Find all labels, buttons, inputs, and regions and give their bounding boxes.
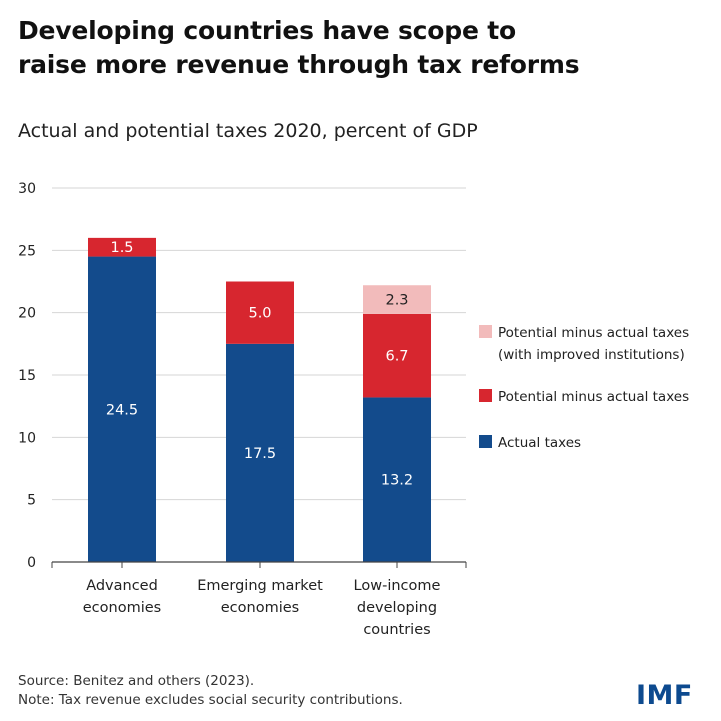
- axes: 0 5 10 15 20 25 30 Advanced economies Emerging ma…: [18, 181, 467, 638]
- y-tick-label: 20: [18, 306, 36, 322]
- bar-segment: [226, 281, 294, 344]
- bar-segment: [88, 256, 156, 562]
- bars: [88, 237, 431, 562]
- data-label: 1.5: [110, 240, 133, 256]
- data-label: 6.7: [385, 349, 408, 365]
- legend-swatch: [479, 325, 492, 338]
- data-label: 24.5: [106, 402, 138, 418]
- y-tick-label: 25: [18, 243, 36, 259]
- stacked-bar-chart: 24.5 1.5 17.5 5.0 13.2 6.7 2.3 0 5 10 15 20 25 30 Adv…: [18, 181, 689, 638]
- imf-logo: IMF: [636, 680, 693, 711]
- x-category-label: Emerging market: [197, 578, 323, 594]
- legend-swatch: [479, 435, 492, 448]
- chart-title-line-2: raise more revenue through tax reforms: [18, 50, 580, 79]
- legend-swatch: [479, 389, 492, 402]
- legend-label: Potential minus actual taxes: [498, 325, 689, 341]
- y-tick-label: 0: [27, 555, 36, 571]
- x-category-label: economies: [83, 600, 161, 616]
- bar-segment: [363, 397, 431, 562]
- data-labels: 24.5 1.5 17.5 5.0 13.2 6.7 2.3: [106, 240, 413, 489]
- x-category-label: Advanced: [86, 578, 158, 594]
- data-label: 5.0: [248, 306, 271, 322]
- chart-title: Developing countries have scope to raise…: [18, 14, 698, 82]
- bar-segment: [363, 313, 431, 398]
- legend-label: Potential minus actual taxes: [498, 389, 689, 405]
- bar-segment: [226, 343, 294, 562]
- chart-subtitle: Actual and potential taxes 2020, percent…: [18, 120, 478, 142]
- y-tick-label: 30: [18, 181, 36, 197]
- x-category-label: Low-income: [354, 578, 441, 594]
- legend-label: Actual taxes: [498, 435, 581, 451]
- data-label: 17.5: [244, 446, 276, 462]
- legend-label: (with improved institutions): [498, 347, 685, 363]
- source-note: Source: Benitez and others (2023). Note:…: [18, 672, 403, 710]
- y-tick-label: 10: [18, 430, 36, 446]
- source-text: Source: Benitez and others (2023).: [18, 673, 255, 689]
- x-category-label: economies: [221, 600, 299, 616]
- y-tick-label: 15: [18, 368, 36, 384]
- bar-segment: [88, 237, 156, 257]
- bar-segment: [363, 285, 431, 314]
- note-text: Note: Tax revenue excludes social securi…: [18, 692, 403, 708]
- data-label: 13.2: [381, 473, 413, 489]
- x-category-label: developing: [357, 600, 437, 616]
- chart-title-line-1: Developing countries have scope to: [18, 16, 516, 45]
- data-label: 2.3: [385, 293, 408, 309]
- legend: Potential minus actual taxes (with improv…: [479, 325, 689, 451]
- x-category-label: countries: [363, 622, 430, 638]
- y-tick-label: 5: [27, 493, 36, 509]
